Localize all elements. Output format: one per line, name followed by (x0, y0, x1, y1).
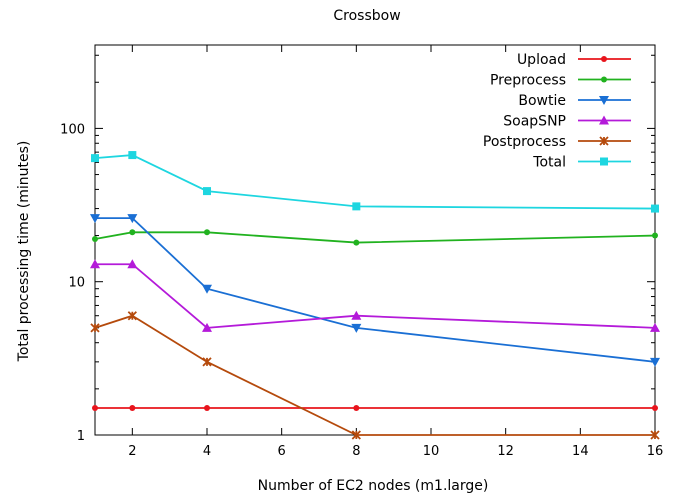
x-tick-label: 2 (128, 444, 136, 459)
data-point (129, 229, 136, 236)
data-point (203, 187, 211, 196)
data-point (351, 310, 362, 320)
data-point (650, 322, 660, 332)
data-point (127, 311, 137, 321)
data-point (650, 357, 660, 367)
data-point (351, 323, 362, 333)
series-line (94, 231, 656, 244)
series-line (95, 217, 656, 363)
y-tick-label: 1 (77, 429, 85, 444)
data-point (599, 136, 609, 146)
x-tick-label: 10 (423, 444, 440, 459)
data-point (650, 430, 660, 440)
x-tick-label: 12 (497, 444, 514, 459)
x-tick-label: 6 (278, 444, 286, 459)
series-total (91, 151, 659, 213)
data-point (601, 76, 607, 83)
data-point (202, 322, 212, 332)
chart-title: Crossbow (333, 8, 400, 24)
series-preprocess (92, 229, 658, 246)
legend-label: SoapSNP (503, 114, 566, 130)
legend-item: Total (532, 155, 631, 171)
data-point (652, 232, 658, 239)
data-point (652, 405, 658, 412)
plot-border (94, 44, 656, 436)
series-line (94, 154, 656, 210)
series-line (95, 263, 656, 329)
legend-item: Upload (517, 52, 631, 68)
series-layer (90, 151, 660, 440)
data-point (204, 229, 210, 236)
data-point (127, 214, 138, 224)
data-point (204, 405, 210, 412)
legend: Upload Preprocess Bowtie SoapSNP Postprocess… (483, 52, 631, 171)
data-point (92, 405, 98, 412)
series-postprocess (90, 311, 660, 440)
data-point (651, 204, 659, 213)
legend-item: Preprocess (490, 73, 631, 89)
legend-label: Bowtie (518, 93, 566, 109)
legend-item: Bowtie (518, 93, 631, 109)
plot-area (94, 44, 656, 436)
data-point (600, 157, 608, 166)
data-point (599, 115, 609, 125)
data-point (352, 202, 361, 211)
data-point (127, 259, 138, 269)
data-point (129, 405, 136, 412)
data-point (91, 154, 99, 163)
y-tick-label: 100 (60, 122, 85, 137)
legend-label: Upload (517, 52, 566, 68)
data-point (351, 430, 361, 440)
y-tick-label: 10 (68, 276, 85, 291)
data-point (353, 405, 360, 412)
x-tick-label: 16 (647, 444, 664, 459)
legend-label: Postprocess (483, 134, 566, 150)
y-axis-label: Total processing time (minutes) (16, 141, 32, 363)
data-point (92, 235, 98, 242)
x-axis: 2 4 6 8 10 12 14 16 (128, 45, 663, 459)
data-point (202, 284, 212, 294)
series-soapsnp (90, 259, 660, 332)
data-point (353, 239, 360, 246)
series-line (94, 314, 655, 436)
x-tick-label: 14 (572, 444, 589, 459)
data-point (128, 151, 137, 160)
data-point (90, 214, 100, 224)
x-tick-label: 4 (203, 444, 211, 459)
series-upload (92, 405, 658, 412)
legend-label: Total (532, 155, 566, 171)
series-bowtie (90, 214, 660, 367)
data-point (90, 259, 100, 269)
x-tick-label: 8 (352, 444, 360, 459)
data-point (202, 357, 212, 367)
y-axis: 1 10 100 (60, 54, 655, 444)
legend-item: SoapSNP (503, 114, 631, 130)
x-axis-label: Number of EC2 nodes (m1.large) (258, 478, 489, 494)
data-point (601, 56, 607, 62)
data-point (599, 96, 609, 105)
data-point (90, 323, 100, 333)
legend-label: Preprocess (490, 73, 566, 89)
legend-item: Postprocess (483, 134, 631, 150)
